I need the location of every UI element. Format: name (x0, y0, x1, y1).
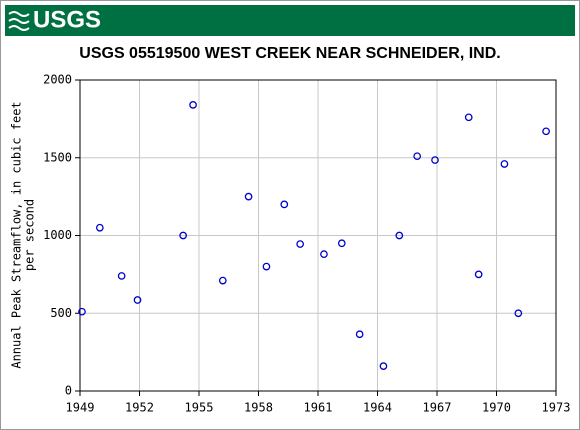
data-point (320, 250, 328, 259)
data-point (413, 152, 422, 161)
plot-border (79, 79, 557, 392)
data-point (280, 200, 289, 209)
logo: USGS (33, 6, 101, 33)
x-tick-label: 1967 (423, 401, 452, 415)
x-tick-label: 1961 (304, 401, 333, 415)
data-point (542, 127, 550, 136)
x-tick-label: 1964 (363, 401, 392, 415)
x-tick-label: 1955 (185, 401, 214, 415)
x-tick-label: 1970 (482, 401, 511, 415)
data-point (244, 192, 253, 201)
data-point (189, 101, 197, 109)
data-point (500, 160, 509, 168)
data-point (431, 156, 439, 164)
y-tick-label: 0 (65, 384, 72, 398)
y-label-line: Annual Peak Streamflow, in cubic feet (10, 101, 24, 368)
y-tick-label: 500 (50, 306, 72, 320)
y-tick-label: 1500 (43, 150, 72, 164)
data-point (262, 262, 271, 271)
data-point (78, 307, 86, 316)
data-point (514, 309, 523, 318)
logo-waves (8, 11, 30, 31)
data-point (95, 223, 104, 232)
data-point (218, 276, 227, 285)
data-point (464, 113, 473, 122)
y-tick-label: 2000 (43, 73, 72, 87)
data-point (379, 362, 388, 370)
data-point (337, 239, 346, 248)
chart-title: USGS 05519500 WEST CREEK NEAR SCHNEIDER,… (79, 45, 500, 62)
data-point (296, 240, 304, 248)
data-point (117, 272, 126, 280)
data-point (133, 296, 142, 304)
y-tick-label: 1000 (43, 228, 72, 242)
x-tick-label: 1973 (542, 401, 571, 415)
y-label-line: per second (23, 199, 37, 271)
data-point (355, 330, 364, 339)
y-axis-label: Annual Peak Streamflow, in cubic feet pe… (10, 101, 37, 368)
x-tick-label: 1949 (66, 401, 95, 415)
data-point (474, 270, 483, 279)
data-point (179, 231, 187, 240)
x-tick-label: 1958 (244, 401, 273, 415)
data-point (395, 231, 404, 240)
x-tick-label: 1952 (125, 401, 154, 415)
header-bar (5, 5, 575, 36)
